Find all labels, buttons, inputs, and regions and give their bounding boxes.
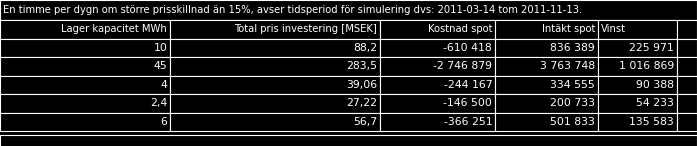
Text: Vinst: Vinst [601,24,626,34]
Bar [677,113,697,131]
Bar [495,76,598,94]
Text: -2 746 879: -2 746 879 [434,61,492,71]
Bar [380,39,495,57]
Text: 56,7: 56,7 [353,117,377,127]
Bar [0,0,697,20]
Bar [0,20,170,39]
Text: -146 500: -146 500 [443,98,492,108]
Bar [0,57,170,76]
Text: Kostnad spot: Kostnad spot [428,24,492,34]
Bar [380,76,495,94]
Text: 90 388: 90 388 [636,80,674,90]
Bar [0,135,697,146]
Bar [495,94,598,113]
Text: Total pris investering [MSEK]: Total pris investering [MSEK] [234,24,377,34]
Bar [495,113,598,131]
Bar [170,113,380,131]
Bar [598,39,677,57]
Bar [598,76,677,94]
Text: 334 555: 334 555 [551,80,595,90]
Bar [170,57,380,76]
Bar [677,94,697,113]
Text: -366 251: -366 251 [443,117,492,127]
Bar [598,113,677,131]
Bar [380,113,495,131]
Text: 27,22: 27,22 [346,98,377,108]
Text: 225 971: 225 971 [629,43,674,53]
Bar [380,57,495,76]
Bar [677,76,697,94]
Bar [0,76,170,94]
Text: 501 833: 501 833 [551,117,595,127]
Text: -244 167: -244 167 [443,80,492,90]
Text: 135 583: 135 583 [629,117,674,127]
Text: 39,06: 39,06 [346,80,377,90]
Bar [598,20,677,39]
Bar [677,39,697,57]
Bar [495,39,598,57]
Text: 200 733: 200 733 [550,98,595,108]
Text: En timme per dygn om större prisskillnad än 15%, avser tidsperiod för simulering: En timme per dygn om större prisskillnad… [3,5,582,15]
Bar [495,20,598,39]
Bar [170,39,380,57]
Text: 10: 10 [153,43,167,53]
Text: 3 763 748: 3 763 748 [540,61,595,71]
Bar [170,76,380,94]
Bar [0,39,170,57]
Bar [0,94,170,113]
Text: -610 418: -610 418 [443,43,492,53]
Bar [0,113,170,131]
Bar [495,57,598,76]
Bar [380,20,495,39]
Text: 283,5: 283,5 [346,61,377,71]
Text: 836 389: 836 389 [551,43,595,53]
Bar [170,94,380,113]
Bar [170,20,380,39]
Bar [598,57,677,76]
Text: 2,4: 2,4 [150,98,167,108]
Text: Intäkt spot: Intäkt spot [542,24,595,34]
Text: 54 233: 54 233 [636,98,674,108]
Text: Lager kapacitet MWh: Lager kapacitet MWh [61,24,167,34]
Text: 45: 45 [153,61,167,71]
Bar [677,57,697,76]
Text: 6: 6 [160,117,167,127]
Bar [598,94,677,113]
Bar [677,20,697,39]
Text: 4: 4 [160,80,167,90]
Bar [380,94,495,113]
Text: 88,2: 88,2 [353,43,377,53]
Text: 1 016 869: 1 016 869 [619,61,674,71]
